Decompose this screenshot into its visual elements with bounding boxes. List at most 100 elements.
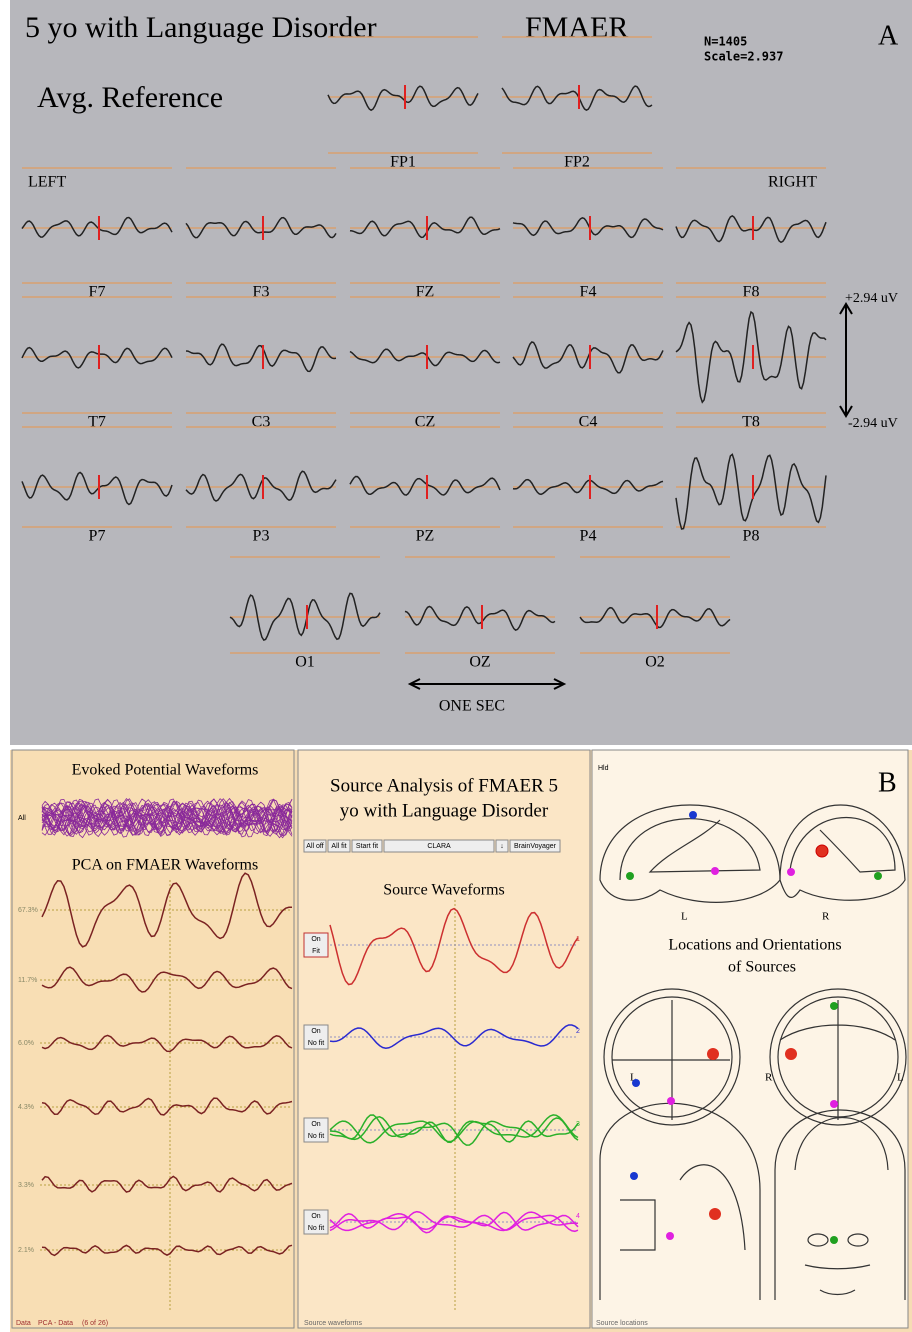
waveform	[21, 346, 173, 369]
source-button-label: On	[311, 1028, 320, 1035]
condition: FMAER	[525, 11, 628, 44]
waveform	[41, 798, 293, 835]
electrode-label: P3	[253, 528, 270, 545]
tool-button[interactable]	[351, 839, 383, 853]
loc-l2: L	[630, 1072, 637, 1084]
tool-label: All off	[306, 843, 323, 850]
waveform	[327, 85, 479, 112]
source-button-label: No fit	[308, 1225, 324, 1232]
scale-pos: +2.94 uV	[845, 291, 898, 306]
scale-neg: -2.94 uV	[848, 416, 898, 431]
n: N=1405	[704, 35, 747, 49]
pca-percent: 6.0%	[18, 1040, 34, 1047]
waveform	[41, 1097, 293, 1116]
reference: Avg. Reference	[37, 81, 223, 114]
status-source: Source waveforms	[304, 1320, 362, 1327]
waveform	[512, 341, 664, 374]
electrode-label: P8	[743, 528, 760, 545]
pca-title: PCA on FMAER Waveforms	[72, 857, 258, 874]
source-number: 3	[576, 1121, 580, 1128]
loc-l3: L	[897, 1072, 904, 1084]
waveform	[349, 216, 501, 239]
loc-title-2: of Sources	[728, 959, 796, 976]
tool-label: ↓	[500, 843, 504, 850]
tool-button[interactable]	[383, 839, 495, 853]
source-button[interactable]	[303, 1209, 329, 1235]
electrode-label: CZ	[415, 414, 435, 431]
waveform	[349, 348, 501, 367]
status-count: (6 of 26)	[82, 1320, 108, 1327]
left: LEFT	[28, 174, 66, 191]
waveform	[41, 801, 293, 839]
title: 5 yo with Language Disorder	[25, 11, 377, 44]
evoked-title: Evoked Potential Waveforms	[72, 762, 259, 779]
waveform	[579, 606, 731, 629]
waveform	[41, 1244, 293, 1257]
waveform	[21, 471, 173, 506]
waveform	[404, 605, 556, 631]
source-waves-title: Source Waveforms	[383, 882, 505, 899]
source-number: 4	[576, 1213, 580, 1220]
loc-l: L	[681, 911, 688, 923]
source-button[interactable]	[303, 1024, 329, 1050]
source-button[interactable]	[303, 932, 329, 958]
pca-percent: 11.7%	[18, 977, 37, 984]
waveform	[675, 310, 827, 404]
electrode-label: F7	[89, 284, 106, 301]
waveform	[41, 966, 293, 993]
loc-r: R	[822, 911, 830, 923]
waveform	[329, 1211, 579, 1234]
waveform	[329, 1024, 579, 1049]
loc-title-1: Locations and Orientations	[668, 937, 841, 954]
loc-r2: R	[765, 1072, 773, 1084]
source-button-label: No fit	[308, 1040, 324, 1047]
location-pane	[591, 749, 909, 1329]
electrode-label: P4	[580, 528, 597, 545]
waveform	[21, 216, 173, 238]
waveform	[41, 1034, 293, 1053]
waveform	[41, 872, 293, 948]
waveform	[329, 1114, 579, 1144]
source-button-label: Fit	[312, 948, 320, 955]
electrode-label: O2	[645, 654, 665, 671]
letter-b: B	[878, 767, 897, 798]
source-button-label: On	[311, 936, 320, 943]
dipoles	[626, 811, 882, 1244]
waveform	[229, 592, 381, 642]
electrode-label: O1	[295, 654, 315, 671]
scale: Scale=2.937	[704, 50, 783, 64]
pca-percent: 67.3%	[18, 907, 38, 914]
waveform	[41, 799, 293, 837]
waveform	[41, 798, 293, 835]
source-button-label: On	[311, 1213, 320, 1220]
waveform	[329, 1116, 579, 1146]
tool-button[interactable]	[495, 839, 509, 853]
waveform	[185, 343, 337, 373]
electrode-label: C4	[579, 414, 598, 431]
source-button[interactable]	[303, 1117, 329, 1143]
letter: A	[878, 20, 899, 51]
waveform	[675, 453, 827, 530]
tool-button[interactable]	[327, 839, 351, 853]
electrode-label: F8	[743, 284, 760, 301]
electrode-label: OZ	[469, 654, 490, 671]
waveform	[41, 1175, 293, 1193]
waveform	[349, 475, 501, 496]
pca-percent: 4.3%	[18, 1104, 34, 1111]
waveform	[675, 215, 827, 244]
waveform	[501, 85, 653, 111]
source-title-2: yo with Language Disorder	[340, 800, 549, 821]
tool-button[interactable]	[303, 839, 327, 853]
electrode-label: P7	[89, 528, 106, 545]
status-loc: Source locations	[596, 1320, 648, 1327]
tool-button[interactable]	[509, 839, 561, 853]
electrode-label: PZ	[416, 528, 435, 545]
waveform	[185, 470, 337, 502]
electrode-label: F3	[253, 284, 270, 301]
time-bar	[407, 678, 567, 690]
waveform	[512, 478, 664, 496]
tool-label: All fit	[331, 843, 346, 850]
electrode-label: F4	[580, 284, 597, 301]
all-label: All	[18, 815, 26, 822]
